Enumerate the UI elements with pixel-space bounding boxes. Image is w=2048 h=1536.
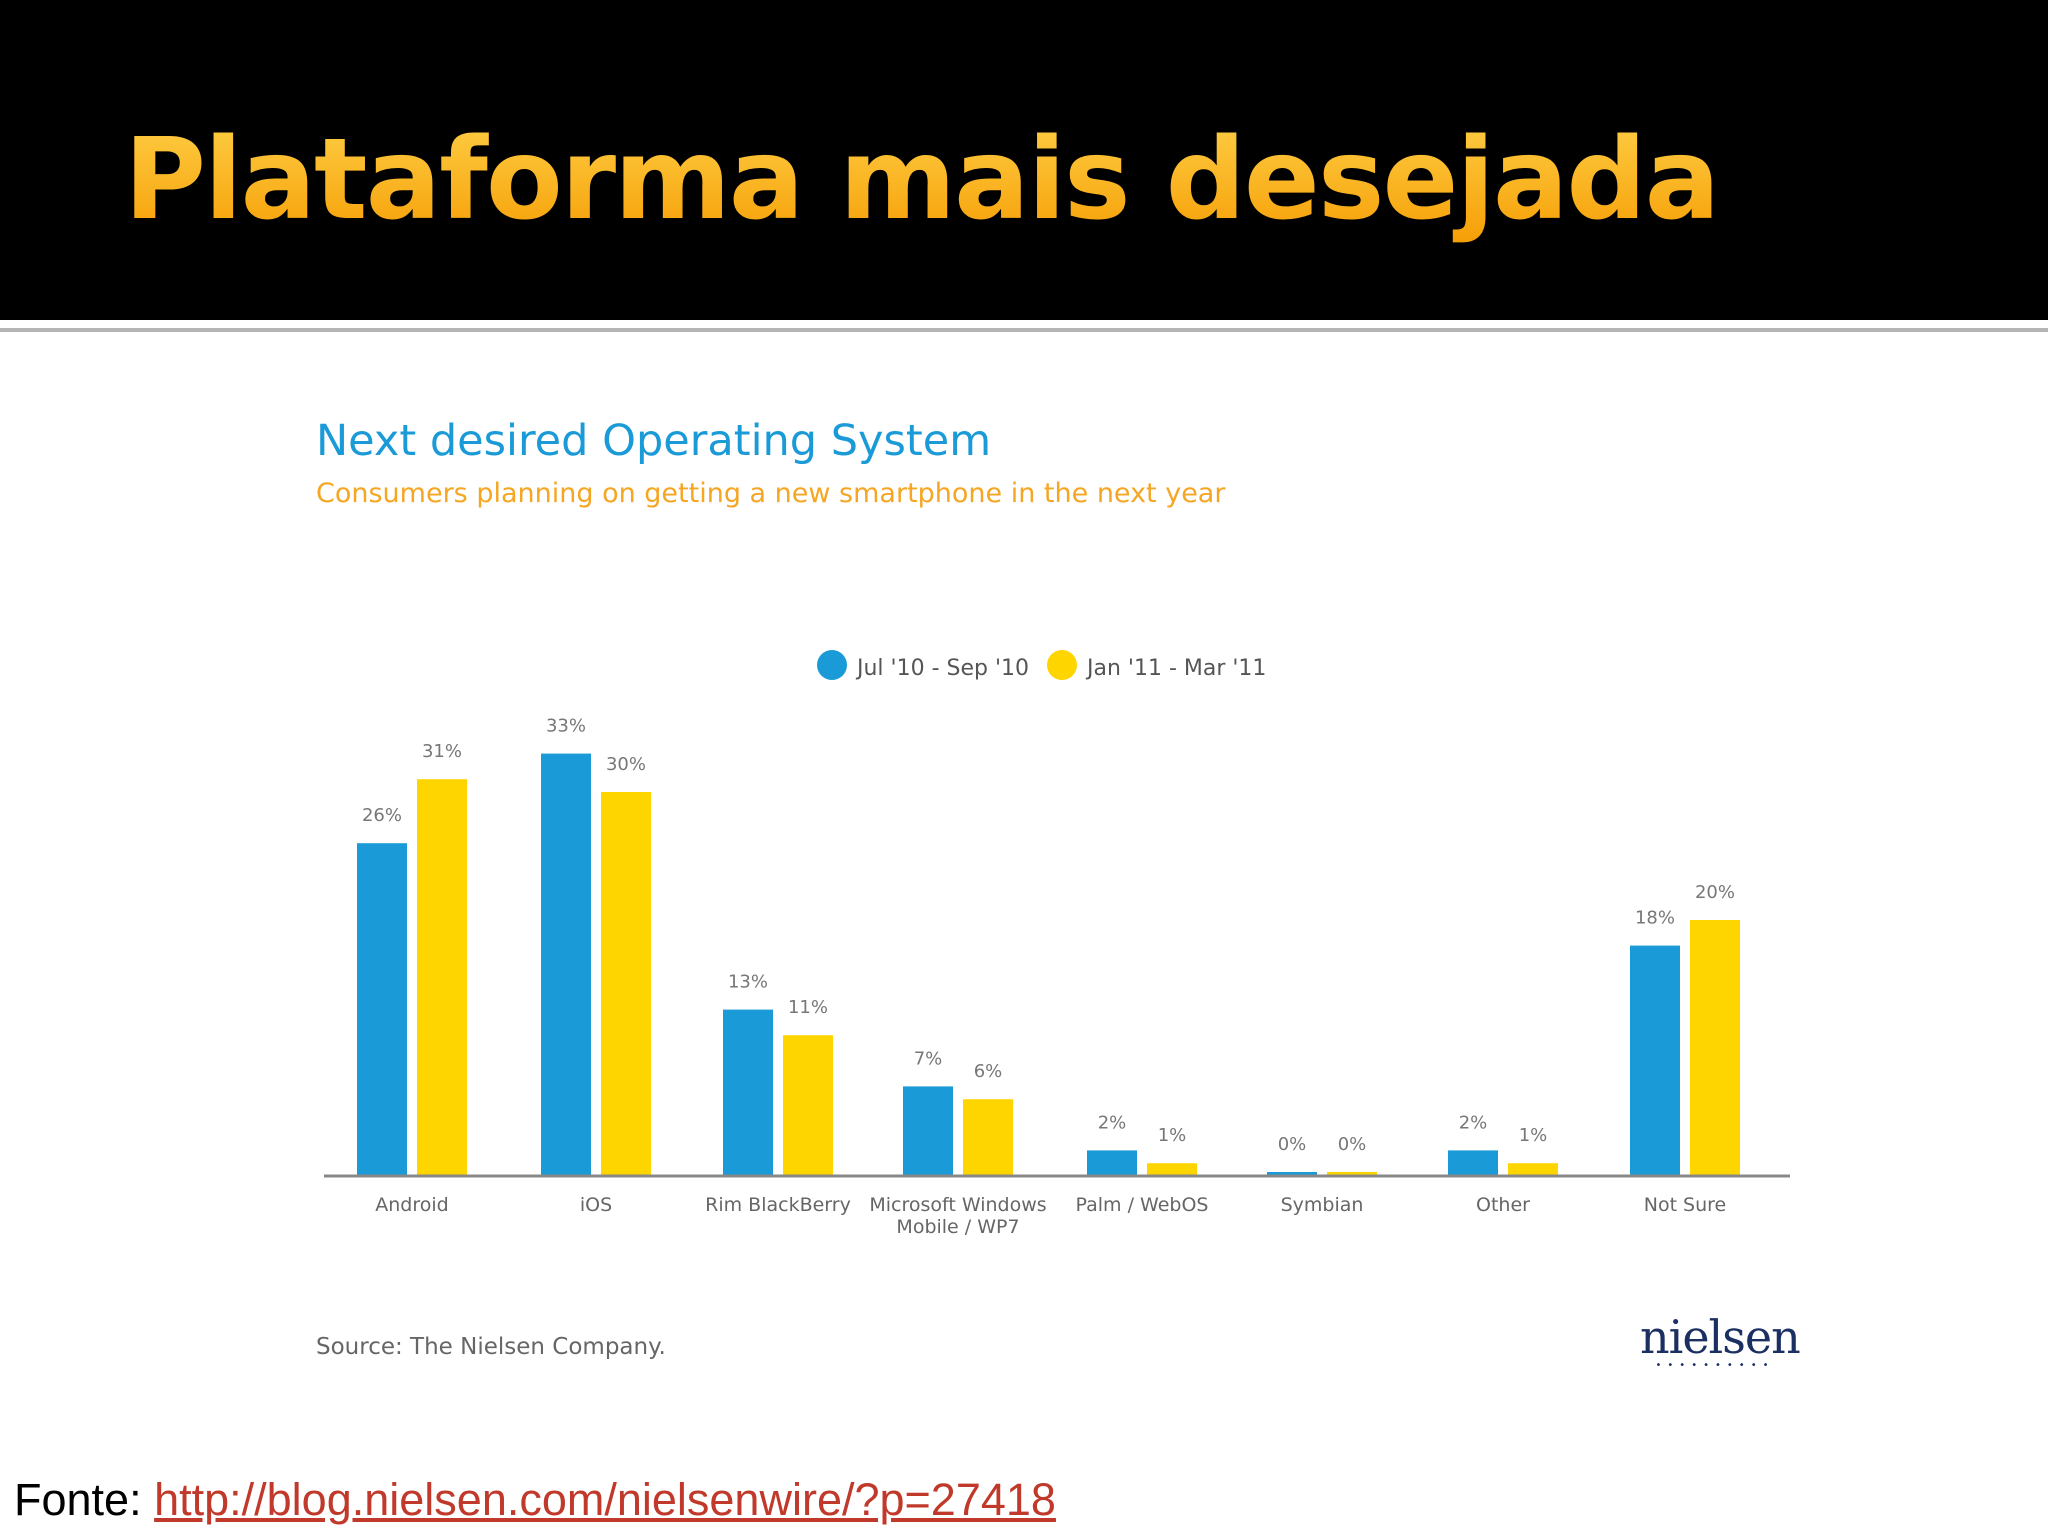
chart-title: Next desired Operating System xyxy=(316,416,992,466)
data-label: 2% xyxy=(1098,1112,1127,1133)
bar xyxy=(417,779,467,1176)
nielsen-logo-dots: •••••••••• xyxy=(1655,1360,1775,1371)
slide-title: Plataforma mais desejada xyxy=(124,105,1720,255)
bar xyxy=(903,1086,953,1176)
chart-subtitle: Consumers planning on getting a new smar… xyxy=(316,478,1226,509)
data-label: 13% xyxy=(728,972,768,993)
bar xyxy=(357,843,407,1176)
nielsen-logo-wordmark: nielsen xyxy=(1640,1310,1801,1364)
chart-source: Source: The Nielsen Company. xyxy=(316,1334,666,1360)
x-tick-label: Microsoft Windows Mobile / WP7 xyxy=(869,1194,1046,1238)
data-label: 0% xyxy=(1338,1134,1367,1155)
bar xyxy=(1508,1163,1558,1176)
bar xyxy=(1327,1172,1377,1176)
bar xyxy=(1630,945,1680,1176)
bar xyxy=(541,753,591,1176)
x-tick-label: Android xyxy=(375,1194,448,1216)
data-label: 2% xyxy=(1459,1112,1488,1133)
x-tick-label: Other xyxy=(1476,1194,1530,1216)
bar xyxy=(1448,1150,1498,1176)
x-tick-label: Not Sure xyxy=(1644,1194,1727,1216)
data-label: 7% xyxy=(914,1048,943,1069)
bar xyxy=(723,1009,773,1176)
data-label: 6% xyxy=(974,1061,1003,1082)
data-label: 31% xyxy=(422,741,462,762)
data-label: 1% xyxy=(1519,1125,1548,1146)
data-label: 0% xyxy=(1278,1134,1307,1155)
bar xyxy=(1690,920,1740,1176)
source-link[interactable]: http://blog.nielsen.com/nielsenwire/?p=2… xyxy=(154,1474,1056,1525)
bar xyxy=(1087,1150,1137,1176)
x-tick-label: Rim BlackBerry xyxy=(705,1194,851,1216)
title-bar xyxy=(0,0,2048,320)
data-label: 30% xyxy=(606,754,646,775)
bar xyxy=(601,792,651,1176)
bar xyxy=(1147,1163,1197,1176)
data-label: 18% xyxy=(1635,908,1675,929)
data-label: 11% xyxy=(788,997,828,1018)
bar xyxy=(1267,1172,1317,1176)
data-label: 33% xyxy=(546,716,586,737)
legend-label: Jul '10 - Sep '10 xyxy=(855,656,1029,681)
legend-swatch xyxy=(1047,650,1077,680)
title-divider xyxy=(0,328,2048,332)
slide-footer: Fonte: http://blog.nielsen.com/nielsenwi… xyxy=(14,1474,1056,1526)
data-label: 20% xyxy=(1695,882,1735,903)
bar xyxy=(963,1099,1013,1176)
bar xyxy=(783,1035,833,1176)
data-label: 26% xyxy=(362,805,402,826)
nielsen-logo: nielsen •••••••••• xyxy=(1640,1310,1801,1371)
x-tick-label: Palm / WebOS xyxy=(1076,1194,1209,1216)
x-tick-label: Symbian xyxy=(1281,1194,1364,1216)
legend-label: Jan '11 - Mar '11 xyxy=(1085,656,1266,681)
legend-swatch xyxy=(817,650,847,680)
footer-label: Fonte: xyxy=(14,1474,142,1525)
x-tick-label: iOS xyxy=(580,1194,612,1216)
data-label: 1% xyxy=(1158,1125,1187,1146)
